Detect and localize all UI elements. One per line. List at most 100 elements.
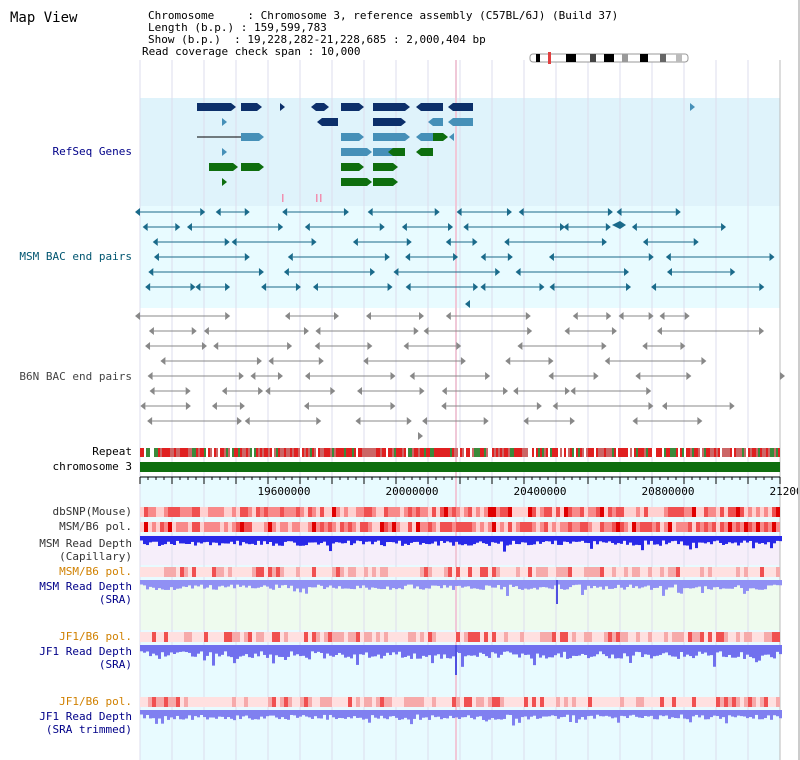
track-label-jf1-depth-sra[interactable]: JF1 Read Depth (39, 645, 132, 658)
repeat-seg (692, 448, 694, 457)
msm-depth-cap-bar (392, 536, 395, 543)
track-label-jf1-pol-trim[interactable]: JF1/B6 pol. (59, 695, 132, 708)
jf1-pol-seg (320, 632, 324, 642)
msm-depth-sra-bar (599, 580, 602, 587)
msm-pol-sra-seg (268, 567, 272, 577)
dbsnp-seg (244, 507, 248, 517)
jf1-pol-seg (300, 632, 304, 642)
jf1-depth-sra-bar (239, 645, 242, 657)
msm-pol-seg (736, 522, 740, 532)
msm-depth-cap-bar (683, 536, 686, 546)
jf1-depth-trim-bar (248, 710, 251, 719)
arrow (343, 208, 349, 216)
arrow (330, 387, 336, 395)
jf1-depth-trim-bar (578, 710, 581, 720)
msm-depth-cap-bar (491, 536, 494, 543)
msm-pol-sra-seg (260, 567, 264, 577)
track-label-dbsnp[interactable]: dbSNP(Mouse) (52, 505, 132, 518)
repeat-seg (706, 448, 708, 457)
msm-depth-sra-bar (647, 580, 650, 586)
jf1-depth-sra-bar (149, 645, 152, 657)
msm-depth-cap-bar (389, 536, 392, 542)
jf1-pol-seg (228, 632, 232, 642)
msm-depth-sra-bar (245, 580, 248, 588)
jf1-depth-sra-bar (485, 645, 488, 657)
jf1-pol-trim-seg (592, 697, 596, 707)
msm-depth-cap-bar (335, 536, 338, 543)
dbsnp-seg (544, 507, 548, 517)
msm-pol-seg (424, 522, 428, 532)
track-label-msm-depth-sra[interactable]: MSM Read Depth (39, 580, 132, 593)
gene-block (373, 163, 393, 171)
track-label-jf1-depth-trim[interactable]: JF1 Read Depth (39, 710, 132, 723)
jf1-depth-sra-bar (635, 645, 638, 652)
msm-pol-sra-seg (400, 567, 404, 577)
repeat-seg (256, 448, 258, 457)
jf1-depth-trim-bar (386, 710, 389, 720)
jf1-pol-trim-seg (296, 697, 300, 707)
repeat-seg (406, 448, 408, 457)
msm-pol-seg (664, 522, 668, 532)
jf1-depth-sra-bar (650, 645, 653, 659)
jf1-pol-seg (588, 632, 592, 642)
track-label-repeat[interactable]: Repeat (92, 445, 132, 458)
jf1-depth-trim-bar (146, 710, 149, 715)
jf1-pol-trim-seg (320, 697, 324, 707)
repeat-seg (604, 448, 606, 457)
jf1-pol-trim-seg (728, 697, 732, 707)
track-label-msm-pol-sra[interactable]: MSM/B6 pol. (59, 565, 132, 578)
gene-arrow (367, 148, 372, 156)
track-label-refseq[interactable]: RefSeq Genes (52, 145, 132, 158)
jf1-depth-trim-bar (344, 710, 347, 719)
jf1-pol-trim-seg (256, 697, 260, 707)
msm-depth-sra-bar (278, 580, 281, 588)
jf1-depth-sra-bar (647, 645, 650, 655)
track-label-msm-pol[interactable]: MSM/B6 pol. (59, 520, 132, 533)
track-label-jf1-pol[interactable]: JF1/B6 pol. (59, 630, 132, 643)
jf1-depth-sra-bar (167, 645, 170, 656)
track-label-msm-bac[interactable]: MSM BAC end pairs (19, 250, 132, 263)
track-label-chromosome[interactable]: chromosome 3 (52, 460, 132, 473)
repeat-seg (436, 448, 438, 457)
jf1-pol-trim-seg (232, 697, 236, 707)
arrow (560, 223, 566, 231)
msm-pol-seg (572, 522, 576, 532)
msm-pol-sra-seg (200, 567, 204, 577)
jf1-pol-seg (532, 632, 536, 642)
jf1-pol-seg (664, 632, 668, 642)
jf1-pol-trim-seg (364, 697, 368, 707)
dbsnp-seg (152, 507, 156, 517)
msm-depth-sra-bar (434, 580, 437, 586)
repeat-seg (472, 448, 474, 457)
jf1-pol-trim-seg (524, 697, 528, 707)
jf1-pol-seg (488, 632, 492, 642)
track-label-msm-depth-cap[interactable]: MSM Read Depth (39, 537, 132, 550)
arrow (390, 372, 396, 380)
dbsnp-seg (452, 507, 456, 517)
jf1-depth-trim-bar (263, 710, 266, 719)
jf1-depth-trim-bar (647, 710, 650, 717)
repeat-seg (214, 448, 216, 457)
msm-depth-sra-bar (275, 580, 278, 585)
jf1-depth-trim-bar (491, 710, 494, 719)
gene-arrow (405, 133, 410, 141)
msm-depth-sra-bar (668, 580, 671, 588)
msm-depth-cap-bar (497, 536, 500, 544)
dbsnp-seg (204, 507, 208, 517)
jf1-depth-trim-bar (752, 710, 755, 719)
jf1-depth-sra-bar (665, 645, 668, 653)
msm-depth-cap-bar (515, 536, 518, 545)
jf1-pol-seg (572, 632, 576, 642)
dbsnp-seg (236, 507, 240, 517)
arrow (536, 402, 542, 410)
msm-depth-sra-bar (578, 580, 581, 585)
dbsnp-seg (484, 507, 488, 517)
chromosome-bar (140, 462, 780, 472)
jf1-depth-sra-bar (500, 645, 503, 655)
jf1-pol-seg (280, 632, 284, 642)
track-label-b6n-bac[interactable]: B6N BAC end pairs (19, 370, 132, 383)
msm-depth-sra-bar (488, 580, 491, 586)
repeat-seg (186, 448, 188, 457)
msm-depth-cap-bar (713, 536, 716, 542)
jf1-depth-trim-bar (506, 710, 509, 715)
